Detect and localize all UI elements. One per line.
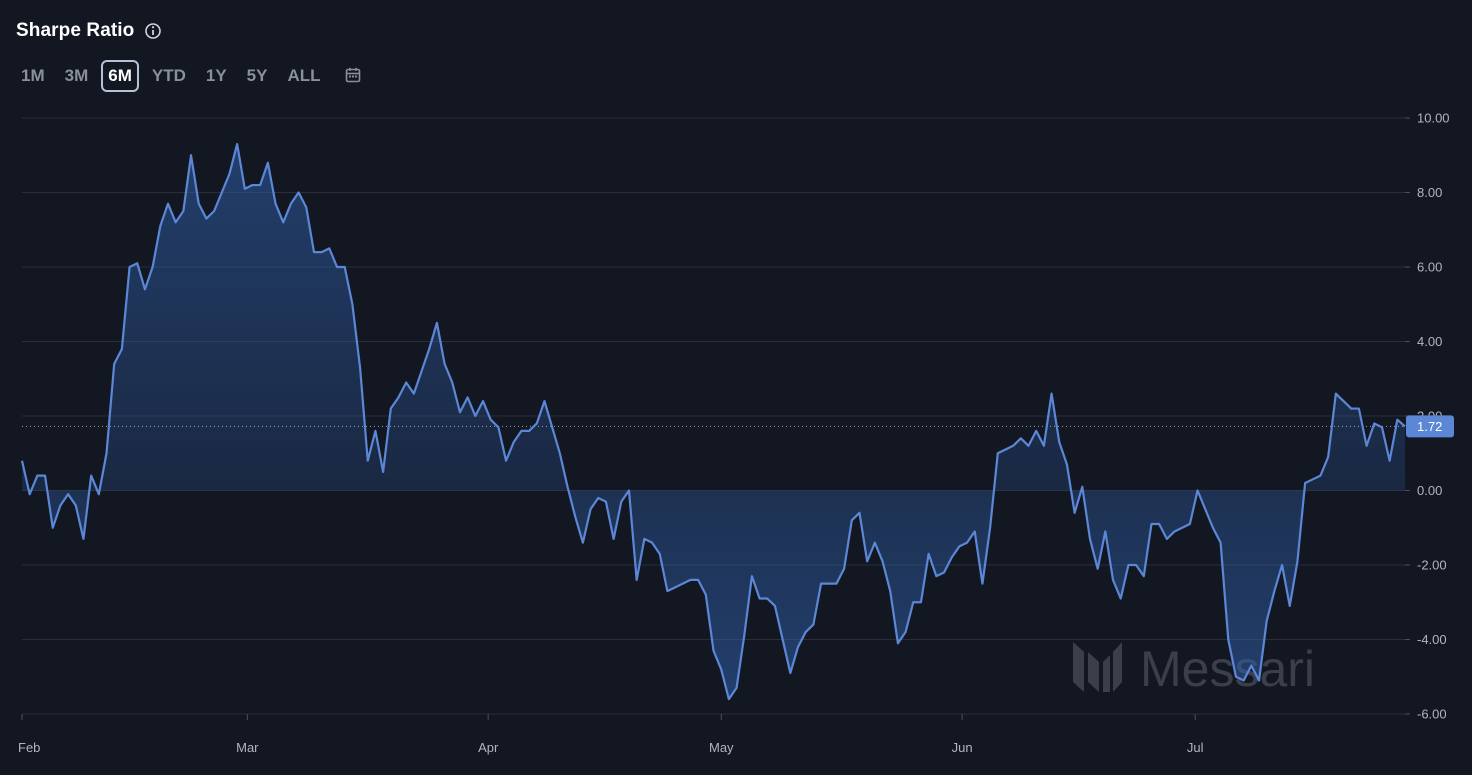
chart-title: Sharpe Ratio <box>16 20 135 41</box>
y-tick-label: -6.00 <box>1417 707 1447 722</box>
y-tick-label: -2.00 <box>1417 558 1447 573</box>
x-tick-label: Jun <box>952 740 973 755</box>
range-button-6m[interactable]: 6M <box>101 60 139 92</box>
range-button-all[interactable]: ALL <box>280 60 327 92</box>
y-tick-label: 8.00 <box>1417 185 1442 200</box>
y-tick-label: 4.00 <box>1417 334 1442 349</box>
y-tick-label: 10.00 <box>1417 111 1450 126</box>
range-button-3m[interactable]: 3M <box>58 60 96 92</box>
area-fill-negative <box>22 490 1405 700</box>
x-tick-label: Mar <box>236 740 259 755</box>
last-value-badge: 1.72 <box>1406 415 1454 438</box>
range-button-1y[interactable]: 1Y <box>199 60 234 92</box>
info-circle-icon[interactable] <box>144 22 162 40</box>
x-tick-label: May <box>709 740 734 755</box>
chart-header: Sharpe Ratio <box>16 20 162 42</box>
range-button-ytd[interactable]: YTD <box>145 60 193 92</box>
last-value-label: 1.72 <box>1417 419 1442 434</box>
range-button-5y[interactable]: 5Y <box>240 60 275 92</box>
calendar-icon <box>344 67 362 87</box>
x-tick-label: Jul <box>1187 740 1204 755</box>
range-button-1m[interactable]: 1M <box>14 60 52 92</box>
y-tick-label: -4.00 <box>1417 632 1447 647</box>
watermark-text: Messari <box>1140 641 1315 697</box>
x-tick-label: Feb <box>18 740 40 755</box>
series-line[interactable] <box>20 142 1406 701</box>
y-tick-label: 0.00 <box>1417 483 1442 498</box>
y-tick-label: 6.00 <box>1417 260 1442 275</box>
watermark: Messari <box>1073 641 1315 697</box>
x-axis: Feb Mar Apr May Jun Jul <box>18 714 1204 755</box>
last-value-badge-bg <box>1406 415 1454 438</box>
calendar-button[interactable] <box>338 62 368 91</box>
time-range-selector: 1M 3M 6M YTD 1Y 5Y ALL <box>14 60 368 92</box>
area-fill-positive <box>22 144 1405 491</box>
x-tick-label: Apr <box>478 740 499 755</box>
messari-logo-icon <box>1073 642 1122 692</box>
